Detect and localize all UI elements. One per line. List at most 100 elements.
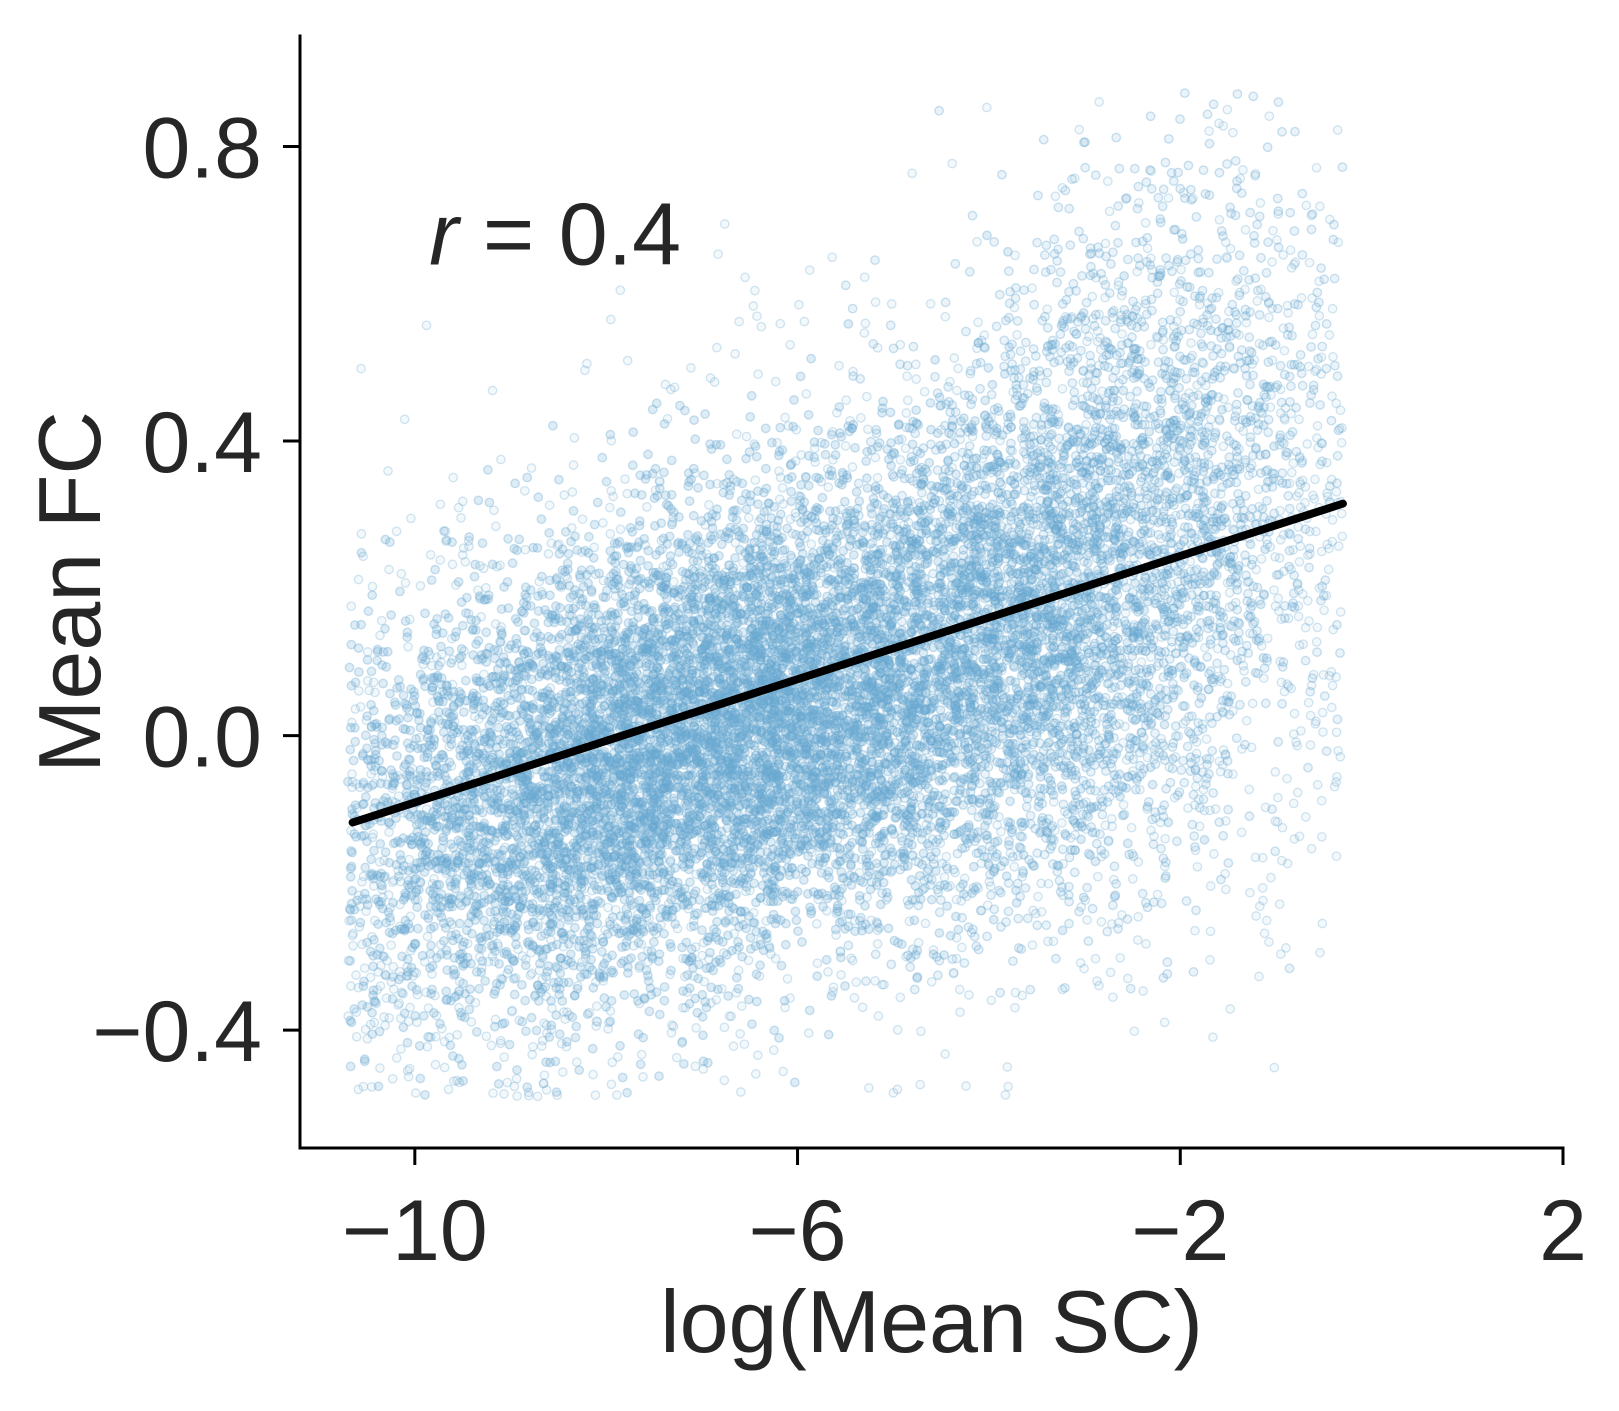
scatter-point xyxy=(761,463,771,474)
scatter-point xyxy=(797,937,807,947)
scatter-point xyxy=(360,730,371,741)
scatter-point xyxy=(698,1030,708,1041)
scatter-point xyxy=(367,780,378,791)
scatter-point xyxy=(479,595,490,605)
scatter-point xyxy=(768,827,778,838)
scatter-point xyxy=(559,888,570,898)
scatter-point xyxy=(745,944,756,954)
scatter-point xyxy=(627,460,638,471)
scatter-point xyxy=(693,482,703,493)
scatter-point xyxy=(615,651,626,662)
scatter-point xyxy=(420,608,430,619)
scatter-point xyxy=(363,606,374,617)
scatter-point xyxy=(436,641,446,652)
scatter-point xyxy=(440,609,451,619)
scatter-point xyxy=(619,990,630,1000)
scatter-point xyxy=(834,632,845,642)
scatter-point xyxy=(796,479,806,490)
scatter-point xyxy=(570,625,580,636)
scatter-point xyxy=(935,705,946,715)
scatter-point xyxy=(980,820,990,831)
scatter-point xyxy=(680,668,690,678)
scatter-point xyxy=(798,875,809,885)
scatter-point xyxy=(728,865,739,876)
scatter-point xyxy=(510,478,520,489)
scatter-point xyxy=(913,505,924,516)
scatter-point xyxy=(654,1009,665,1020)
scatter-point xyxy=(562,776,573,787)
scatter-point xyxy=(481,627,492,638)
scatter-point xyxy=(813,859,824,870)
scatter-point xyxy=(725,522,736,533)
scatter-point xyxy=(491,1061,502,1072)
scatter-point xyxy=(628,427,639,437)
scatter-point xyxy=(554,1029,565,1040)
scatter-point xyxy=(736,495,747,506)
scatter-point xyxy=(753,499,763,510)
scatter-point xyxy=(1147,779,1158,790)
scatter-point xyxy=(394,586,405,597)
scatter-point xyxy=(384,537,395,548)
scatter-point xyxy=(518,858,529,869)
scatter-point xyxy=(733,526,744,537)
scatter-point xyxy=(780,939,791,950)
scatter-point xyxy=(345,871,356,882)
scatter-point xyxy=(377,660,388,670)
scatter-point xyxy=(520,582,531,593)
scatter-point xyxy=(614,828,624,838)
scatter-point xyxy=(587,689,598,699)
scatter-point xyxy=(756,799,766,810)
scatter-point xyxy=(509,989,520,1000)
scatter-point xyxy=(592,497,603,508)
scatter-point xyxy=(784,788,794,799)
scatter-point xyxy=(841,470,852,481)
scatter-point xyxy=(604,649,615,660)
scatter-point xyxy=(857,844,868,854)
scatter-point xyxy=(571,1021,582,1032)
scatter-point xyxy=(891,812,902,823)
scatter-point xyxy=(846,781,857,792)
scatter-point xyxy=(772,563,783,574)
scatter-point xyxy=(460,675,471,686)
scatter-point xyxy=(671,782,682,793)
scatter-point xyxy=(792,581,803,592)
scatter-point xyxy=(399,698,410,709)
scatter-point xyxy=(412,923,423,934)
scatter-point xyxy=(719,858,730,869)
scatter-point xyxy=(760,423,771,434)
scatter-point xyxy=(545,590,555,601)
scatter-point xyxy=(774,594,784,604)
scatter-point xyxy=(947,712,957,722)
scatter-point xyxy=(630,587,641,597)
scatter-point xyxy=(1199,834,1210,845)
scatter-point xyxy=(893,778,904,788)
scatter-point xyxy=(601,476,612,487)
scatter-point xyxy=(800,591,811,602)
scatter-point xyxy=(894,682,904,693)
scatter-point xyxy=(617,709,627,720)
scatter-point xyxy=(615,507,626,518)
scatter-point xyxy=(862,483,873,493)
scatter-point xyxy=(889,503,900,514)
scatter-point xyxy=(706,982,717,993)
scatter-point xyxy=(626,606,637,617)
scatter-point xyxy=(827,822,838,833)
scatter-point xyxy=(796,706,806,717)
scatter-point xyxy=(803,409,814,420)
scatter-point xyxy=(576,621,587,632)
scatter-point xyxy=(922,667,932,678)
scatter-point xyxy=(503,800,514,811)
scatter-point xyxy=(650,794,661,804)
scatter-point xyxy=(823,779,834,790)
scatter-point xyxy=(820,600,831,610)
scatter-point xyxy=(830,439,841,450)
scatter-point xyxy=(684,476,694,487)
scatter-point xyxy=(504,1039,515,1050)
scatter-point xyxy=(930,354,940,365)
scatter-point xyxy=(881,731,892,742)
scatter-point xyxy=(755,960,765,971)
scatter-point xyxy=(722,772,732,783)
scatter-point xyxy=(512,1065,522,1075)
scatter-point xyxy=(522,472,533,483)
